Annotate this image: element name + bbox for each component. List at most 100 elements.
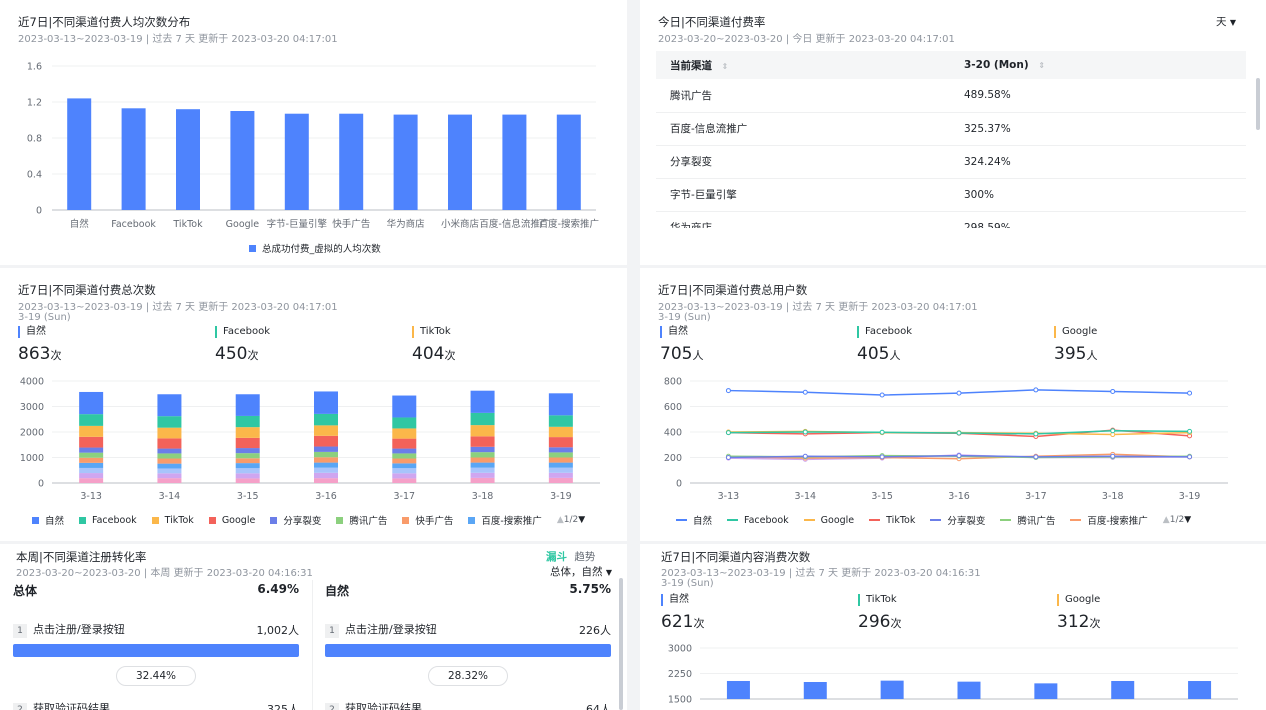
stacked-bar-segment[interactable] — [1034, 683, 1058, 699]
stacked-bar-segment[interactable] — [79, 391, 104, 415]
stacked-bar-segment[interactable] — [79, 467, 104, 474]
stacked-bar-segment[interactable] — [79, 478, 104, 483]
stacked-bar-segment[interactable] — [314, 451, 338, 458]
stacked-bar-segment[interactable] — [548, 447, 573, 453]
data-point[interactable] — [879, 454, 885, 460]
stacked-bar-segment[interactable] — [392, 448, 417, 454]
bar[interactable] — [176, 109, 200, 210]
data-point[interactable] — [956, 430, 962, 436]
content-consumption-chart[interactable]: 1500 2250 3000 — [640, 544, 1266, 710]
table-row[interactable]: 百度-信息流推广 325.37% — [656, 112, 1246, 146]
stacked-bar-segment[interactable] — [314, 472, 338, 479]
bar[interactable] — [448, 114, 472, 210]
stacked-bar-segment[interactable] — [392, 463, 417, 469]
stacked-bar-segment[interactable] — [470, 467, 495, 473]
data-point[interactable] — [1187, 454, 1193, 460]
stacked-bar-segment[interactable] — [157, 473, 182, 479]
stacked-bar-segment[interactable] — [314, 467, 338, 473]
group-filter-dropdown[interactable]: 总体，自然 ▼ — [550, 564, 612, 579]
bar[interactable] — [284, 113, 309, 210]
bar[interactable] — [393, 114, 418, 210]
pager-next-icon[interactable]: ▼ — [578, 515, 586, 525]
stacked-bar-segment[interactable] — [392, 473, 417, 479]
stacked-bar-segment[interactable] — [548, 393, 573, 416]
bar[interactable] — [339, 113, 364, 210]
bar[interactable] — [67, 98, 92, 210]
data-point[interactable] — [956, 390, 962, 396]
stacked-bar-segment[interactable] — [157, 458, 182, 464]
sort-icon[interactable]: ⇕ — [1038, 61, 1046, 70]
legend-item[interactable]: 分享裂变 — [270, 513, 321, 527]
table-row[interactable]: 华为商店 298.59% — [656, 211, 1246, 228]
stacked-bar-segment[interactable] — [157, 468, 182, 474]
pager-prev-icon[interactable]: ▲ — [556, 515, 564, 525]
stacked-bar-segment[interactable] — [392, 453, 417, 459]
funnel-mode-option[interactable]: 漏斗 — [546, 551, 567, 563]
table-scrollbar[interactable] — [1256, 78, 1260, 130]
stacked-bar-segment[interactable] — [470, 457, 495, 463]
legend-pager[interactable]: ▲1/2▼ — [1163, 515, 1191, 525]
stacked-bar-segment[interactable] — [470, 390, 495, 413]
stacked-bar-segment[interactable] — [157, 463, 182, 469]
chart-legend[interactable]: 自然 Facebook Google TikTok 分享裂变 腾讯广告 百度-搜索推广 ▲1/… — [676, 513, 1191, 527]
stacked-bar-segment[interactable] — [235, 478, 260, 483]
stacked-bar-segment[interactable] — [470, 436, 495, 447]
stacked-bar-segment[interactable] — [392, 458, 417, 464]
bar[interactable] — [121, 108, 146, 210]
stacked-bar-segment[interactable] — [235, 453, 260, 459]
stacked-bar-segment[interactable] — [957, 681, 981, 699]
data-point[interactable] — [802, 429, 808, 435]
data-point[interactable] — [725, 455, 731, 460]
stacked-bar-segment[interactable] — [79, 462, 104, 468]
legend-item[interactable]: 快手广告 — [402, 513, 453, 527]
stacked-bar-segment[interactable] — [392, 478, 417, 483]
stacked-bar-segment[interactable] — [392, 438, 417, 449]
data-point[interactable] — [725, 388, 731, 394]
legend-item[interactable]: Google — [208, 515, 255, 526]
avg-payment-bar-chart[interactable]: 0 0.4 0.8 1.2 1.6 自然 Facebook TikTok Google 字节-巨量… — [0, 0, 627, 265]
stacked-bar-segment[interactable] — [548, 462, 573, 468]
data-point[interactable] — [802, 389, 808, 395]
chart-legend[interactable]: 总成功付费_虚拟的人均次数 — [249, 241, 396, 255]
funnel-step[interactable]: 2 获取验证码结果 64人 — [325, 700, 611, 710]
funnel-step[interactable]: 2 获取验证码结果 325人 — [13, 700, 299, 710]
data-point[interactable] — [1033, 387, 1039, 393]
column-header-channel[interactable]: 当前渠道 ⇕ — [656, 51, 950, 79]
stacked-bar-segment[interactable] — [235, 394, 260, 416]
stacked-bar-segment[interactable] — [314, 478, 338, 483]
stacked-bar-segment[interactable] — [157, 453, 182, 459]
stacked-bar-segment[interactable] — [157, 416, 182, 428]
funnel-mode-toggle[interactable]: 漏斗 趋势 — [546, 549, 595, 564]
legend-item[interactable]: Facebook — [727, 515, 789, 526]
legend-item[interactable]: TikTok — [869, 515, 915, 526]
legend-item[interactable]: 自然 — [32, 513, 64, 527]
legend-item[interactable]: 腾讯广告 — [1000, 513, 1055, 527]
stacked-bar-segment[interactable] — [235, 458, 260, 464]
data-point[interactable] — [1110, 453, 1116, 459]
pager-prev-icon[interactable]: ▲ — [1162, 515, 1170, 525]
stacked-bar-segment[interactable] — [548, 477, 573, 483]
stacked-bar-segment[interactable] — [548, 452, 573, 458]
granularity-dropdown[interactable]: 天 ▼ — [1216, 14, 1236, 29]
stacked-bar-segment[interactable] — [548, 472, 573, 478]
stacked-bar-segment[interactable] — [470, 425, 495, 437]
stacked-bar-segment[interactable] — [392, 417, 417, 429]
column-header-date[interactable]: 3-20 (Mon) ⇕ — [950, 51, 1246, 79]
stacked-bar-segment[interactable] — [548, 457, 573, 463]
data-point[interactable] — [725, 430, 731, 436]
stacked-bar-segment[interactable] — [548, 415, 573, 427]
stacked-bar-segment[interactable] — [470, 477, 495, 483]
stacked-bar-segment[interactable] — [548, 437, 573, 448]
payment-count-stacked-chart[interactable]: 0 1000 2000 3000 4000 3-13 3-14 3-15 3-16 3-17 3-1… — [0, 268, 627, 541]
stacked-bar-segment[interactable] — [1111, 680, 1135, 699]
funnel-step[interactable]: 1 点击注册/登录按钮 1,002人 — [13, 621, 299, 638]
stacked-bar-segment[interactable] — [392, 468, 417, 474]
stacked-bar-segment[interactable] — [79, 473, 104, 479]
panel-scrollbar[interactable] — [619, 578, 623, 710]
stacked-bar-segment[interactable] — [392, 428, 417, 439]
funnel-bar[interactable] — [13, 644, 299, 657]
stacked-bar-segment[interactable] — [157, 427, 182, 439]
stacked-bar-segment[interactable] — [79, 436, 104, 448]
legend-item[interactable]: Google — [803, 515, 854, 526]
data-point[interactable] — [1110, 428, 1116, 434]
